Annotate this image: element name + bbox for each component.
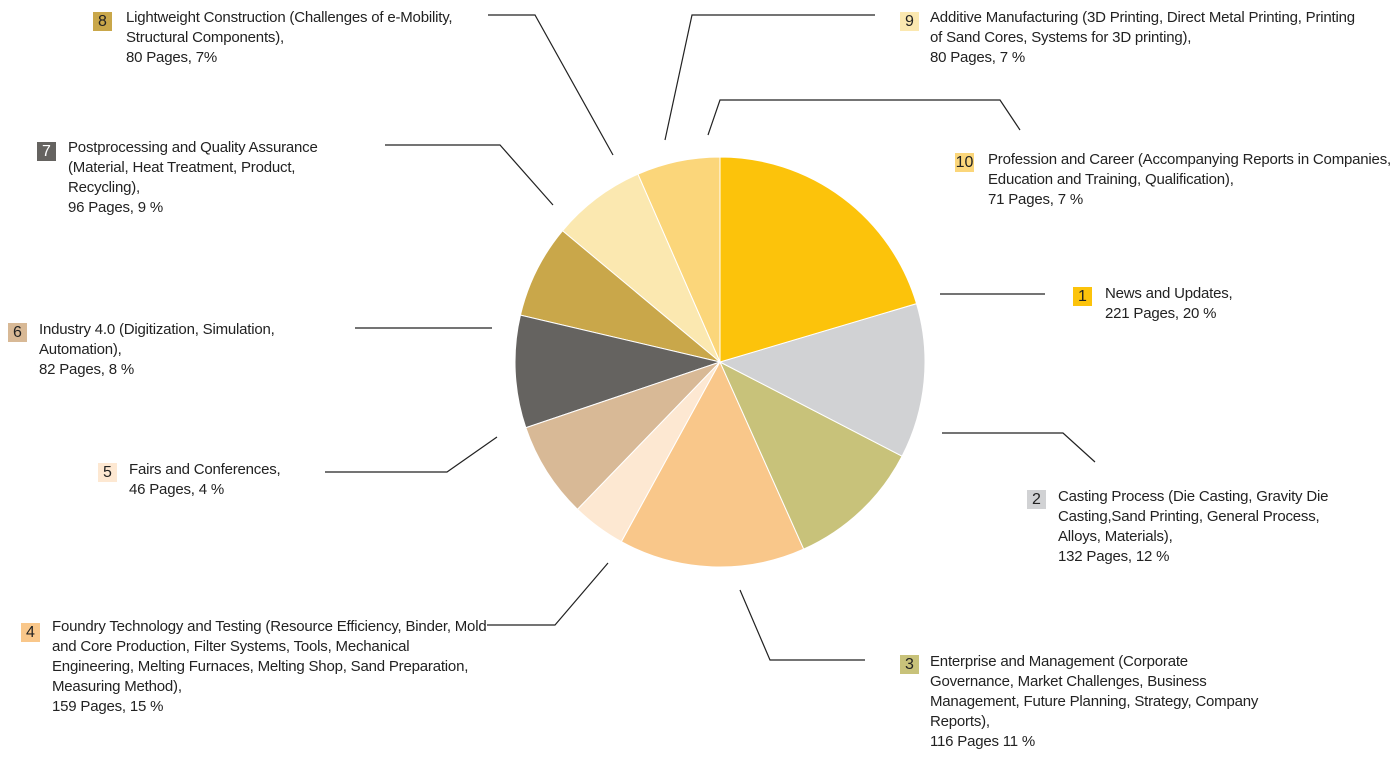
category-name: Lightweight Construction (Challenges of … bbox=[126, 9, 453, 46]
slice-label: News and Updates, 221 Pages, 20 % bbox=[1105, 284, 1275, 324]
badge: 2 bbox=[1027, 490, 1046, 509]
leader-line bbox=[707, 99, 1021, 136]
slice-label: Industry 4.0 (Digitization, Simulation, … bbox=[39, 320, 339, 380]
value-label: 82 Pages, 8 % bbox=[39, 361, 134, 378]
pie-slice bbox=[525, 361, 721, 511]
pie-slice bbox=[719, 156, 918, 363]
leader-line bbox=[739, 589, 865, 661]
value-label: 80 Pages, 7 % bbox=[930, 49, 1025, 66]
value-label: 46 Pages, 4 % bbox=[129, 481, 224, 498]
slice-label: Enterprise and Management (Corporate Gov… bbox=[930, 652, 1260, 752]
leader-line bbox=[325, 436, 498, 473]
leader-line bbox=[488, 14, 614, 156]
pie-slice bbox=[514, 314, 722, 429]
value-label: 80 Pages, 7% bbox=[126, 49, 217, 66]
slice-label: Postprocessing and Quality Assurance (Ma… bbox=[68, 138, 368, 218]
value-label: 159 Pages, 15 % bbox=[52, 698, 164, 715]
category-name: Industry 4.0 (Digitization, Simulation, … bbox=[39, 321, 275, 358]
category-name: Fairs and Conferences, bbox=[129, 461, 281, 478]
slice-label: Foundry Technology and Testing (Resource… bbox=[52, 617, 492, 717]
value-label: 96 Pages, 9 % bbox=[68, 199, 163, 216]
category-name: Casting Process (Die Casting, Gravity Di… bbox=[1058, 488, 1329, 545]
slice-label: Additive Manufacturing (3D Printing, Dir… bbox=[930, 8, 1360, 68]
badge: 6 bbox=[8, 323, 27, 342]
pie-slice bbox=[718, 360, 903, 550]
badge: 10 bbox=[955, 153, 974, 172]
value-label: 116 Pages 11 % bbox=[930, 733, 1036, 750]
badge: 3 bbox=[900, 655, 919, 674]
category-name: Postprocessing and Quality Assurance (Ma… bbox=[68, 139, 318, 196]
slice-label: Casting Process (Die Casting, Gravity Di… bbox=[1058, 487, 1358, 567]
badge: 4 bbox=[21, 623, 40, 642]
badge: 7 bbox=[37, 142, 56, 161]
pie-slice bbox=[718, 303, 926, 457]
badge: 1 bbox=[1073, 287, 1092, 306]
slice-label: Fairs and Conferences, 46 Pages, 4 % bbox=[129, 460, 329, 500]
leader-line bbox=[385, 144, 554, 206]
leader-line bbox=[487, 562, 609, 626]
leader-line bbox=[942, 432, 1096, 463]
badge: 5 bbox=[98, 463, 117, 482]
category-name: Profession and Career (Accompanying Repo… bbox=[988, 151, 1391, 188]
value-label: 71 Pages, 7 % bbox=[988, 191, 1083, 208]
leaders bbox=[325, 14, 1096, 661]
value-label: 132 Pages, 12 % bbox=[1058, 548, 1170, 565]
slice-label: Lightweight Construction (Challenges of … bbox=[126, 8, 456, 68]
category-name: Foundry Technology and Testing (Resource… bbox=[52, 618, 487, 695]
badge: 9 bbox=[900, 12, 919, 31]
leader-line bbox=[664, 14, 875, 141]
category-name: News and Updates, bbox=[1105, 285, 1233, 302]
category-name: Additive Manufacturing (3D Printing, Dir… bbox=[930, 9, 1355, 46]
pie-slice bbox=[620, 360, 805, 568]
badge: 8 bbox=[93, 12, 112, 31]
value-label: 221 Pages, 20 % bbox=[1105, 305, 1217, 322]
slice-label: Profession and Career (Accompanying Repo… bbox=[988, 150, 1398, 210]
category-name: Enterprise and Management (Corporate Gov… bbox=[930, 653, 1259, 730]
